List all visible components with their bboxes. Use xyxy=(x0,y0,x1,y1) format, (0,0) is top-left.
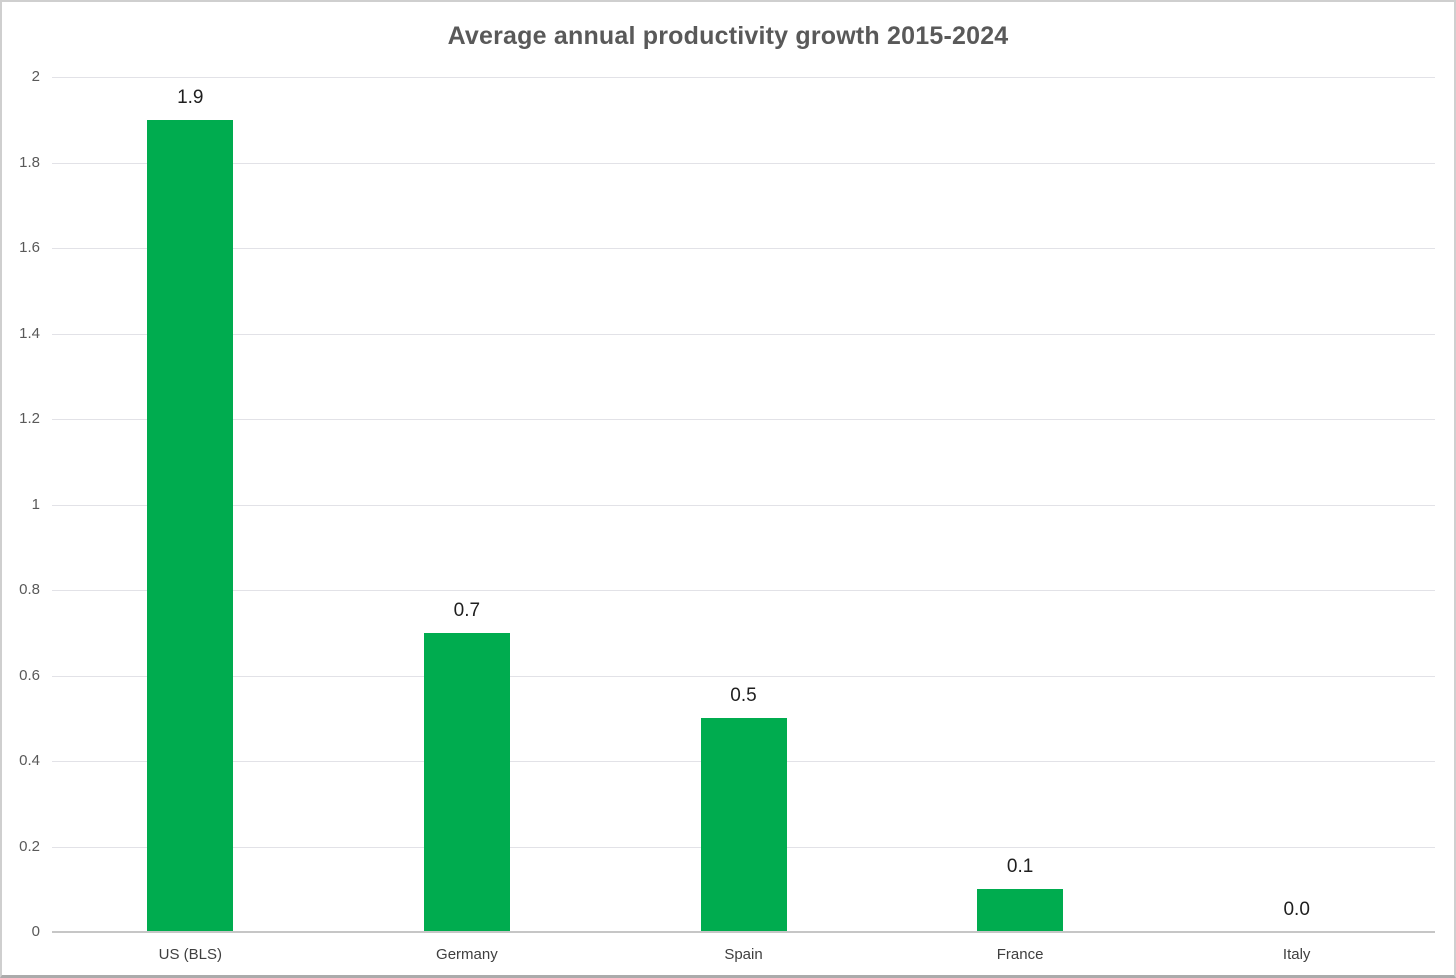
bar xyxy=(147,119,234,931)
x-category-label: France xyxy=(996,946,1044,963)
y-tick-label: 0.2 xyxy=(19,837,40,855)
gridline xyxy=(52,590,1435,591)
bar xyxy=(977,889,1064,931)
gridline xyxy=(52,248,1435,249)
y-tick-label: 0.8 xyxy=(19,581,40,598)
y-tick-label: 1.4 xyxy=(19,324,40,342)
bar-value-label: 0.5 xyxy=(730,685,757,707)
x-category-label: Spain xyxy=(724,946,763,963)
y-tick-label: 1.2 xyxy=(19,410,40,427)
y-tick-label: 1.8 xyxy=(19,153,40,171)
bar xyxy=(423,632,510,931)
chart-title: Average annual productivity growth 2015-… xyxy=(447,22,1009,50)
x-category-label: US (BLS) xyxy=(158,946,222,963)
gridline xyxy=(52,419,1435,420)
gridline xyxy=(52,77,1435,78)
y-tick-label: 0 xyxy=(31,923,40,940)
y-tick-label: 0.4 xyxy=(19,752,40,769)
bar xyxy=(700,718,787,931)
bar-value-label: 0.7 xyxy=(453,599,481,621)
bar-value-label: 0.0 xyxy=(1283,899,1310,920)
gridline xyxy=(52,333,1435,335)
y-tick-label: 0.6 xyxy=(19,666,40,684)
y-tick-label: 1 xyxy=(31,495,40,513)
x-category-label: Germany xyxy=(436,946,498,963)
bar-value-label: 0.1 xyxy=(1006,856,1034,878)
x-axis-line xyxy=(52,931,1435,933)
x-category-label: Italy xyxy=(1282,946,1311,963)
y-tick-label: 1.6 xyxy=(19,239,40,256)
y-tick-label: 2 xyxy=(31,68,40,85)
gridline xyxy=(52,162,1435,164)
gridline xyxy=(52,675,1435,677)
gridline xyxy=(52,504,1435,506)
bar-value-label: 1.9 xyxy=(177,86,204,108)
